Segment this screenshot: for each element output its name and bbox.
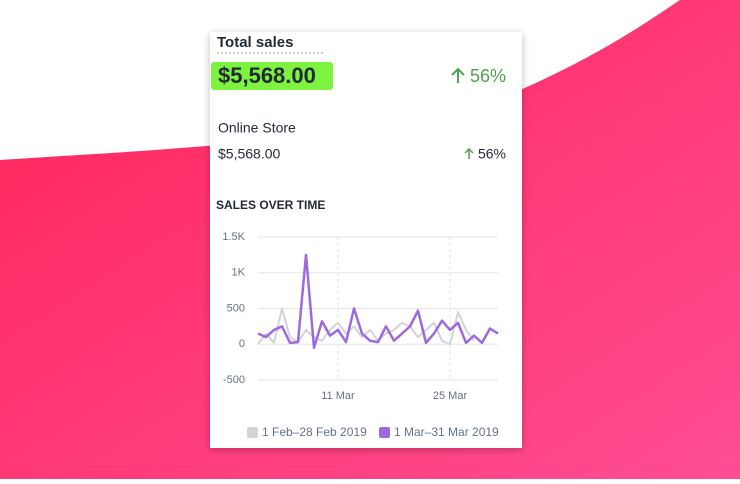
up-arrow [464,147,474,159]
up-arrow [451,67,465,83]
total-sales: $5,568.00 [218,63,316,88]
legend-swatch [379,427,390,438]
legend-swatch [247,427,258,438]
y-tick-label: 1.5K [222,231,245,243]
y-tick-label: 0 [239,338,245,350]
channel-total: $5,568.00 [218,146,280,162]
highlight [211,62,333,90]
channel-change: 56% [478,146,506,162]
chart: -500 0 500 1K 1.5K 11 Mar 25 Mar 1 Feb–28 Feb 2… [222,231,499,439]
channel-name: Online Store [218,120,296,136]
legend-label: 1 Feb–28 Feb 2019 [262,425,367,439]
y-tick-label: 1K [232,267,246,279]
x-tick-label: 25 Mar [433,390,468,402]
chart-title: SALES OVER TIME [216,198,325,212]
y-tick-label: -500 [223,374,245,386]
series-line [257,307,475,346]
total-change: 56% [470,66,506,86]
card-title: Total sales [217,34,293,51]
y-tick-label: 500 [227,302,245,314]
card [210,32,522,448]
series-line [257,253,499,350]
x-tick-label: 11 Mar [321,390,355,402]
legend-label: 1 Mar–31 Mar 2019 [394,425,499,439]
